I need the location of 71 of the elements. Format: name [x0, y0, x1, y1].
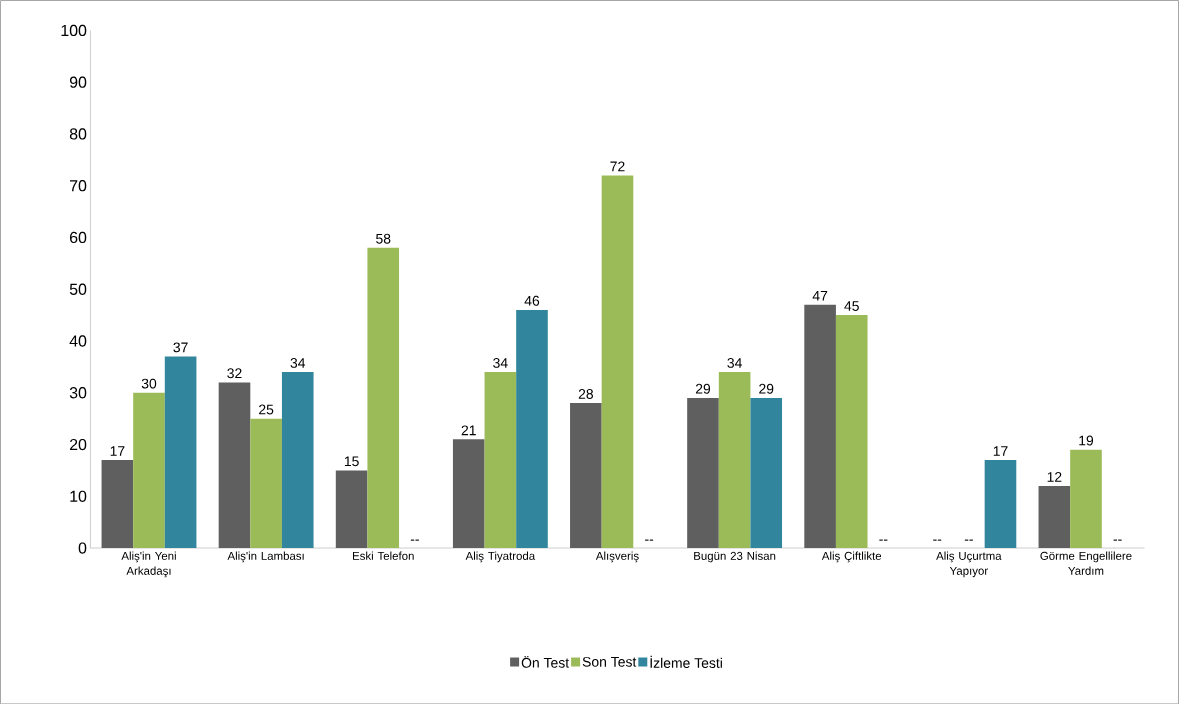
- bar: [452, 439, 485, 548]
- text: --: [933, 539, 942, 541]
- bar: [687, 397, 719, 548]
- data-label: 34: [493, 357, 508, 368]
- data-label: 46: [524, 295, 540, 306]
- text: --: [410, 539, 419, 541]
- x-tick-label: Aliş Tiyatroda: [465, 551, 536, 563]
- data-label: 45: [844, 301, 859, 311]
- y-tick-label: 70: [70, 179, 87, 192]
- legend-label: İzleme Testi: [650, 655, 722, 668]
- data-label: 34: [727, 357, 742, 368]
- text: --: [964, 539, 973, 541]
- data-label: 19: [1079, 435, 1094, 446]
- bar: [601, 175, 634, 548]
- data-label: 58: [376, 233, 391, 244]
- data-label: 29: [759, 383, 774, 394]
- y-tick-label: 10: [70, 490, 87, 502]
- y-tick-label: 20: [69, 438, 87, 450]
- text: --: [1113, 539, 1122, 541]
- data-label: 72: [610, 161, 625, 171]
- data-label: 12: [1047, 471, 1062, 482]
- x-tick-label: Aliş Uçurtma Yapıyor: [936, 551, 1002, 577]
- bar: [804, 304, 836, 548]
- bar: [281, 371, 314, 548]
- bar: [101, 459, 134, 548]
- data-label: 28: [578, 388, 594, 399]
- bar: [984, 459, 1017, 548]
- bar: [570, 402, 602, 548]
- y-tick-label: 50: [69, 283, 87, 295]
- bar: [750, 397, 783, 548]
- bar: [1038, 485, 1071, 548]
- y-tick-label: 0: [78, 542, 87, 554]
- bar: [718, 371, 751, 548]
- x-tick-label: Aliş'in Lambası: [227, 551, 304, 563]
- x-tick-label: Eski Telefon: [353, 551, 414, 560]
- data-label: 37: [173, 342, 188, 353]
- x-tick-label: Görme Engellilere Yardım: [1040, 551, 1132, 575]
- y-tick-label: 30: [69, 386, 87, 399]
- bar: [1070, 449, 1102, 548]
- data-label: 25: [259, 404, 274, 415]
- y-tick-label: 90: [69, 76, 87, 88]
- y-tick-label: 80: [69, 128, 87, 140]
- y-tick-label: 40: [69, 335, 87, 347]
- data-label: 32: [227, 368, 242, 379]
- bar: [516, 309, 548, 548]
- y-tick-label: 60: [70, 231, 87, 243]
- bar: [164, 356, 197, 548]
- x-tick-label: Bugün 23 Nisan: [694, 551, 776, 563]
- legend-label: Son Test: [582, 656, 637, 667]
- x-tick-label: Alışveriş: [595, 551, 639, 563]
- data-label: 30: [141, 378, 157, 389]
- data-label: 15: [344, 456, 359, 467]
- data-label: 47: [812, 290, 828, 301]
- x-tick-label: Aliş'in Yeni Arkadaşı: [121, 551, 176, 577]
- bar: [367, 247, 400, 548]
- text: --: [645, 539, 654, 541]
- data-label: 29: [695, 383, 711, 394]
- x-tick-label: Aliş Çiftlikte: [821, 551, 882, 563]
- bar: [335, 470, 368, 548]
- bar: [484, 371, 517, 548]
- bar: [835, 314, 868, 548]
- legend-label: Ön Test: [521, 655, 570, 668]
- data-label: 17: [110, 446, 125, 456]
- data-label: 34: [290, 357, 306, 368]
- bar: [133, 392, 165, 548]
- text: --: [879, 539, 888, 541]
- data-label: 21: [461, 425, 476, 435]
- y-tick-label: 100: [61, 24, 87, 36]
- bar: [250, 418, 282, 548]
- bar: [218, 382, 251, 548]
- data-label: 17: [993, 446, 1008, 456]
